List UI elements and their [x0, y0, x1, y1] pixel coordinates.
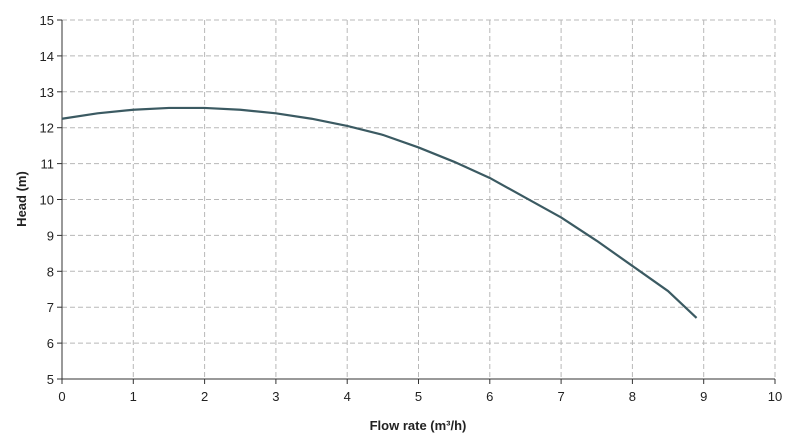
line — [61, 106, 698, 319]
y-tick-label: 7 — [47, 300, 54, 315]
y-tick-label: 10 — [40, 193, 54, 208]
y-tick-label: 6 — [47, 336, 54, 351]
x-axis-label: Flow rate (m³/h) — [370, 418, 467, 433]
y-tick-label: 12 — [40, 121, 54, 136]
y-axis-label: Head (m) — [14, 171, 29, 227]
y-tick-label: 13 — [40, 85, 54, 100]
x-tick-label: 3 — [272, 389, 279, 404]
x-tick-label: 6 — [486, 389, 493, 404]
x-tick-label: 7 — [557, 389, 564, 404]
x-tick-label: 10 — [768, 389, 782, 404]
x-tick-label: 4 — [344, 389, 351, 404]
y-tick-label: 15 — [40, 13, 54, 28]
y-tick-label: 5 — [47, 372, 54, 387]
y-tick-label: 14 — [40, 49, 54, 64]
x-tick-label: 0 — [58, 389, 65, 404]
x-tick-label: 8 — [629, 389, 636, 404]
y-tick-label: 8 — [47, 264, 54, 279]
x-tick-label: 5 — [415, 389, 422, 404]
y-tick-label: 11 — [41, 157, 55, 172]
x-tick-label: 1 — [130, 389, 137, 404]
x-tick-label: 2 — [201, 389, 208, 404]
x-tick-label: 9 — [700, 389, 707, 404]
y-tick-label: 9 — [47, 228, 54, 243]
